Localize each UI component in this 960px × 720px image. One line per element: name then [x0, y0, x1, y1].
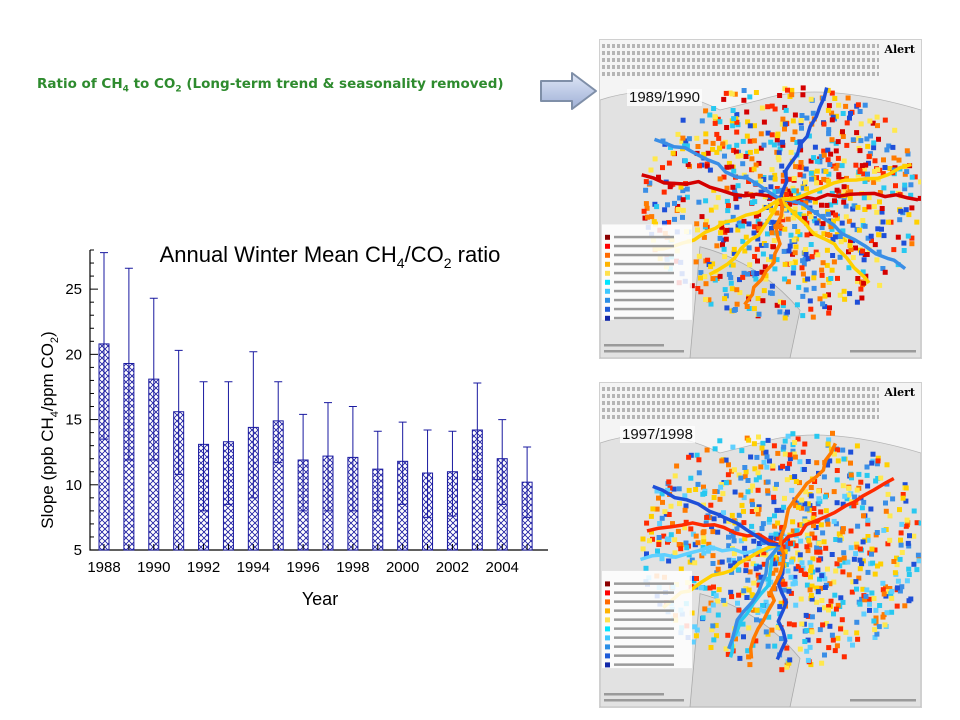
y-tick-label: 10: [65, 477, 82, 494]
bar-chart: Annual Winter Mean CH4/CO2 ratio 5 10 15 20…: [38, 242, 548, 609]
trajectory-map-1997: Alert: [599, 382, 922, 708]
right-arrow-icon: [540, 72, 597, 110]
error-bar-1999: [373, 430, 382, 512]
chart-title: Annual Winter Mean CH4/CO2 ratio: [160, 242, 501, 271]
x-tick-label: 2000: [386, 559, 419, 576]
error-bar-2005: [523, 446, 532, 518]
heading-text-3: (Long-term trend & seasonality removed): [181, 76, 504, 92]
error-bar-1993: [224, 381, 233, 505]
y-tick-label: 5: [74, 542, 82, 559]
map-station-label: Alert: [884, 386, 915, 399]
error-bar-1991: [174, 349, 183, 475]
error-bar-1994: [249, 351, 258, 499]
error-bar-2004: [498, 419, 507, 505]
y-axis-label: Slope (ppb CH4/ppm CO2): [38, 331, 61, 528]
heading-text-2: to CO: [128, 76, 176, 92]
x-tick-label: 1988: [87, 559, 120, 576]
error-bar-2001: [423, 429, 432, 518]
error-bar-1996: [299, 413, 308, 512]
error-bar-1989: [124, 267, 133, 461]
map-image-1997: [600, 430, 921, 707]
error-bar-1995: [274, 381, 283, 464]
error-bar-1992: [199, 381, 208, 512]
error-bar-2002: [448, 430, 457, 517]
map-header: Alert: [602, 41, 919, 81]
error-bar-1988: [100, 252, 108, 440]
error-bar-2000: [398, 421, 407, 505]
heading-sub-4: 4: [122, 84, 129, 95]
y-tick-label: 25: [65, 281, 82, 298]
y-tick-label: 15: [65, 412, 82, 429]
x-tick-label: 2004: [486, 559, 519, 576]
trajectory-map-1989: Alert: [599, 39, 922, 359]
x-tick-label: 1990: [137, 559, 170, 576]
y-tick-label: 20: [65, 346, 82, 363]
heading-text-1: Ratio of CH: [37, 76, 123, 92]
x-tick-label: 1996: [286, 559, 319, 576]
error-bar-1998: [348, 406, 357, 512]
error-bar-2003: [473, 382, 482, 481]
period-label-1997: 1997/1998: [620, 426, 695, 443]
map-header: Alert: [602, 384, 919, 424]
map-station-label: Alert: [884, 43, 915, 56]
x-axis-label: Year: [302, 589, 338, 609]
x-tick-label: 2002: [436, 559, 469, 576]
x-tick-label: 1992: [187, 559, 220, 576]
x-tick-label: 1998: [336, 559, 369, 576]
period-label-1989: 1989/1990: [627, 89, 702, 106]
heading-sub-2: 2: [175, 84, 182, 95]
error-bar-1997: [324, 402, 332, 512]
x-tick-label: 1994: [237, 559, 270, 576]
error-bar-1990: [149, 297, 158, 461]
map-image-1989: [600, 85, 921, 358]
slide-heading: Ratio of CH4 to CO2 (Long-term trend & s…: [37, 76, 504, 95]
